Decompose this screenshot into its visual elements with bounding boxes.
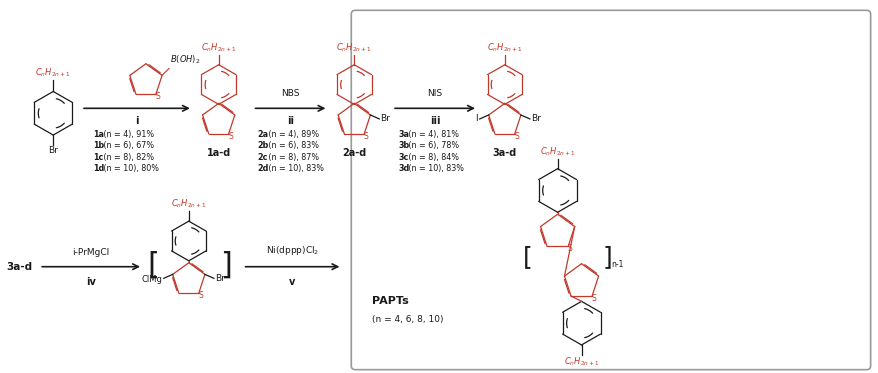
Text: $B(OH)_2$: $B(OH)_2$ [169, 54, 200, 66]
Text: v: v [289, 277, 295, 286]
Text: Br: Br [380, 115, 390, 123]
Text: i-PrMgCl: i-PrMgCl [72, 248, 110, 257]
Text: (n = 6), 83%: (n = 6), 83% [265, 141, 318, 150]
Text: Br: Br [530, 115, 540, 123]
Text: 2b: 2b [257, 141, 269, 150]
Text: (n = 10), 83%: (n = 10), 83% [265, 164, 323, 173]
Text: 3c: 3c [398, 153, 408, 162]
Text: 2d: 2d [257, 164, 269, 173]
Text: NBS: NBS [281, 90, 299, 98]
Text: (n = 8), 82%: (n = 8), 82% [101, 153, 154, 162]
Text: $C_nH_{2n+1}$: $C_nH_{2n+1}$ [336, 41, 371, 54]
Text: (n = 8), 84%: (n = 8), 84% [406, 153, 458, 162]
Text: (n = 4), 81%: (n = 4), 81% [406, 130, 458, 139]
Text: $C_nH_{2n+1}$: $C_nH_{2n+1}$ [563, 356, 599, 368]
Text: ]: ] [602, 245, 612, 269]
Text: 1d: 1d [93, 164, 104, 173]
Text: (n = 8), 87%: (n = 8), 87% [265, 153, 319, 162]
Text: iii: iii [429, 116, 440, 126]
Text: NIS: NIS [427, 90, 443, 98]
Text: $C_nH_{2n+1}$: $C_nH_{2n+1}$ [539, 145, 575, 158]
Text: S: S [198, 291, 203, 300]
Text: Ni(dppp)Cl$_2$: Ni(dppp)Cl$_2$ [265, 244, 319, 257]
Text: Br: Br [48, 146, 58, 155]
Text: S: S [567, 244, 572, 253]
Text: (n = 6), 78%: (n = 6), 78% [406, 141, 458, 150]
Text: ii: ii [286, 116, 293, 126]
Text: 1c: 1c [93, 153, 104, 162]
Text: I: I [474, 115, 477, 123]
Text: 3b: 3b [398, 141, 409, 150]
Text: $C_nH_{2n+1}$: $C_nH_{2n+1}$ [200, 41, 236, 54]
Text: S: S [363, 132, 368, 141]
Text: ]: ] [220, 250, 231, 279]
Text: [: [ [522, 245, 532, 269]
Text: 1a: 1a [93, 130, 104, 139]
Text: 2a: 2a [257, 130, 269, 139]
Text: n-1: n-1 [611, 260, 623, 269]
Text: iv: iv [86, 277, 96, 286]
FancyBboxPatch shape [351, 10, 869, 370]
Text: 3a-d: 3a-d [6, 262, 32, 272]
Text: Br: Br [214, 274, 225, 283]
Text: 3d: 3d [398, 164, 409, 173]
Text: (n = 6), 67%: (n = 6), 67% [101, 141, 154, 150]
Text: (n = 10), 83%: (n = 10), 83% [406, 164, 464, 173]
Text: 2c: 2c [257, 153, 268, 162]
Text: ClMg: ClMg [141, 275, 162, 284]
Text: (n = 4), 91%: (n = 4), 91% [101, 130, 154, 139]
Text: PAPTs: PAPTs [371, 297, 408, 306]
Text: [: [ [147, 250, 159, 279]
Text: S: S [155, 92, 160, 101]
Text: 1b: 1b [93, 141, 104, 150]
Text: S: S [227, 132, 233, 141]
Text: $C_nH_{2n+1}$: $C_nH_{2n+1}$ [486, 41, 522, 54]
Text: 3a: 3a [398, 130, 408, 139]
Text: i: i [135, 116, 139, 126]
Text: S: S [591, 294, 595, 303]
Text: 2a-d: 2a-d [342, 148, 366, 158]
Text: (n = 4), 89%: (n = 4), 89% [265, 130, 319, 139]
Text: (n = 4, 6, 8, 10): (n = 4, 6, 8, 10) [371, 315, 443, 324]
Text: 3a-d: 3a-d [492, 148, 516, 158]
Text: S: S [514, 132, 518, 141]
Text: $C_nH_{2n+1}$: $C_nH_{2n+1}$ [35, 66, 71, 79]
Text: (n = 10), 80%: (n = 10), 80% [101, 164, 159, 173]
Text: 1a-d: 1a-d [206, 148, 231, 158]
Text: $C_nH_{2n+1}$: $C_nH_{2n+1}$ [170, 198, 206, 210]
